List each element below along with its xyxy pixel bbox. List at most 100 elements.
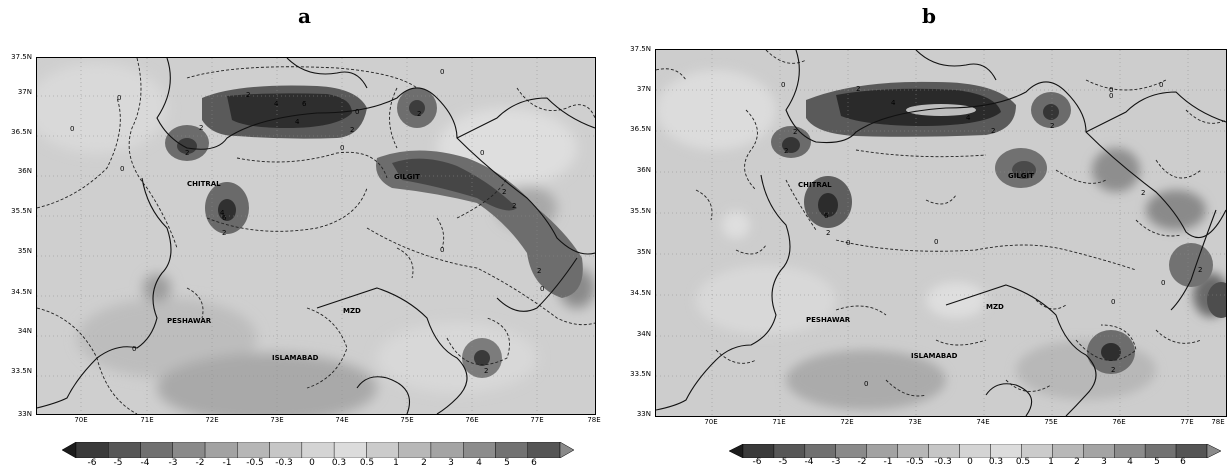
colorbar-segment [897, 443, 929, 459]
colorbar-segment [140, 441, 173, 459]
lat-label: 35.5N [630, 207, 651, 215]
svg-text:2: 2 [784, 147, 788, 155]
city-label-peshawar: PESHAWAR [167, 317, 212, 325]
lat-label: 37N [17, 88, 32, 96]
lat-label: 36N [17, 167, 32, 175]
colorbar-tick: 0.3 [988, 457, 1004, 467]
svg-text:0: 0 [1111, 298, 1115, 306]
colorbar-segment [835, 443, 867, 459]
lon-label: 74E [335, 416, 349, 424]
lat-label: 34.5N [11, 288, 32, 296]
lat-label: 37N [636, 85, 651, 93]
colorbar-tick: -0.5 [906, 457, 924, 467]
svg-text:2: 2 [1111, 366, 1115, 374]
colorbar-segment [773, 443, 806, 459]
lon-label: 75E [1044, 418, 1058, 426]
svg-text:0: 0 [1161, 279, 1165, 287]
svg-text:0: 0 [132, 345, 136, 353]
lon-label: 73E [270, 416, 284, 424]
lat-label: 33.5N [630, 370, 651, 378]
colorbar-tick: -6 [752, 457, 762, 467]
colorbar-segment [804, 443, 837, 459]
svg-text:0: 0 [846, 239, 850, 247]
colorbar-segment [495, 441, 528, 459]
colorbar-tick: 0 [967, 457, 973, 467]
lat-label: 36.5N [11, 128, 32, 136]
lon-label: 75E [400, 416, 414, 424]
svg-text:0: 0 [70, 125, 74, 133]
colorbar-segment [333, 441, 367, 459]
colorbar-tick: 2 [1074, 457, 1080, 467]
lon-label: 71E [140, 416, 154, 424]
colorbar-segment [928, 443, 960, 459]
colorbar-graphic-b [728, 443, 1222, 459]
lat-label: 35N [636, 248, 651, 256]
svg-text:2: 2 [246, 91, 250, 99]
colorbar-tick: -4 [804, 457, 814, 467]
lat-label: 34.5N [630, 289, 651, 297]
colorbar-tick: 6 [531, 458, 537, 468]
colorbar-tick: 4 [476, 458, 482, 468]
lat-label: 34N [636, 330, 651, 338]
colorbar-end-right [559, 441, 575, 459]
svg-text:2: 2 [417, 110, 421, 118]
colorbar-segment [527, 441, 561, 459]
lat-label: 33N [17, 410, 32, 418]
svg-text:2: 2 [1198, 266, 1202, 274]
svg-text:0: 0 [120, 165, 124, 173]
high-anomaly-cores [165, 85, 583, 378]
map-area-b: 0 0 0 0 0 0 0 0 0 2 2 2 2 2 2 2 2 2 4 4 [655, 49, 1227, 417]
colorbar-graphic-a [61, 441, 575, 459]
colorbar-segment [866, 443, 898, 459]
svg-text:0: 0 [440, 68, 444, 76]
colorbar-tick: -5 [778, 457, 788, 467]
map-graphic-b: 0 0 0 0 0 0 0 0 0 2 2 2 2 2 2 2 2 2 4 4 [656, 50, 1226, 416]
lon-label: 78E [1211, 418, 1225, 426]
colorbar-segment [430, 441, 464, 459]
colorbar-tick: 5 [504, 458, 510, 468]
lon-label: 77E [530, 416, 544, 424]
svg-text:2: 2 [512, 202, 516, 210]
colorbar-tick: 0.5 [1015, 457, 1031, 467]
colorbar-tick: -0.3 [934, 457, 952, 467]
colorbar-b: -6 -5 -4 -3 -2 -1 -0.5 -0.3 0 0.3 0.5 1 … [728, 443, 1222, 473]
svg-text:0: 0 [781, 81, 785, 89]
colorbar-segment [301, 441, 335, 459]
colorbar-segment [1083, 443, 1115, 459]
colorbar-tick: 2 [421, 458, 427, 468]
panel-b: b 37.5N 37N 36.5N 36N 35.5N 35N 34.5N 34… [625, 0, 1230, 475]
city-label-peshawar: PESHAWAR [806, 316, 851, 324]
svg-text:4: 4 [295, 118, 300, 126]
city-label-mzd: MZD [343, 307, 361, 315]
lon-label: 74E [976, 418, 990, 426]
colorbar-end-right [1206, 443, 1222, 459]
svg-text:4: 4 [966, 114, 971, 122]
colorbar-tick: 5 [1154, 457, 1160, 467]
svg-text:0: 0 [864, 380, 868, 388]
border-lines [37, 58, 595, 414]
svg-text:2: 2 [856, 85, 860, 93]
svg-text:2: 2 [199, 124, 203, 132]
panel-a: a 37.5N 37N 36.5N 36N 35.5N 35N 34.5N 34… [0, 0, 610, 475]
city-label-chitral: CHITRAL [187, 180, 221, 188]
svg-text:4: 4 [220, 209, 225, 217]
colorbar-segment [204, 441, 238, 459]
svg-text:0: 0 [355, 108, 359, 116]
colorbar-segment [366, 441, 399, 459]
colorbar-segment [398, 441, 432, 459]
svg-text:0: 0 [934, 238, 938, 246]
lon-label: 78E [587, 416, 601, 424]
lon-label: 77E [1180, 418, 1194, 426]
svg-text:0: 0 [1159, 81, 1163, 89]
colorbar-tick: 4 [1127, 457, 1133, 467]
colorbar-segment [742, 443, 775, 459]
lon-label: 70E [704, 418, 718, 426]
colorbar-tick: -3 [168, 458, 178, 468]
colorbar-segment [1144, 443, 1177, 459]
city-label-islamabad: ISLAMABAD [272, 354, 319, 362]
colorbar-tick: -1 [883, 457, 893, 467]
svg-text:0: 0 [540, 285, 544, 293]
svg-text:2: 2 [350, 126, 354, 134]
colorbar-segment [959, 443, 991, 459]
colorbar-tick: 6 [1180, 457, 1186, 467]
